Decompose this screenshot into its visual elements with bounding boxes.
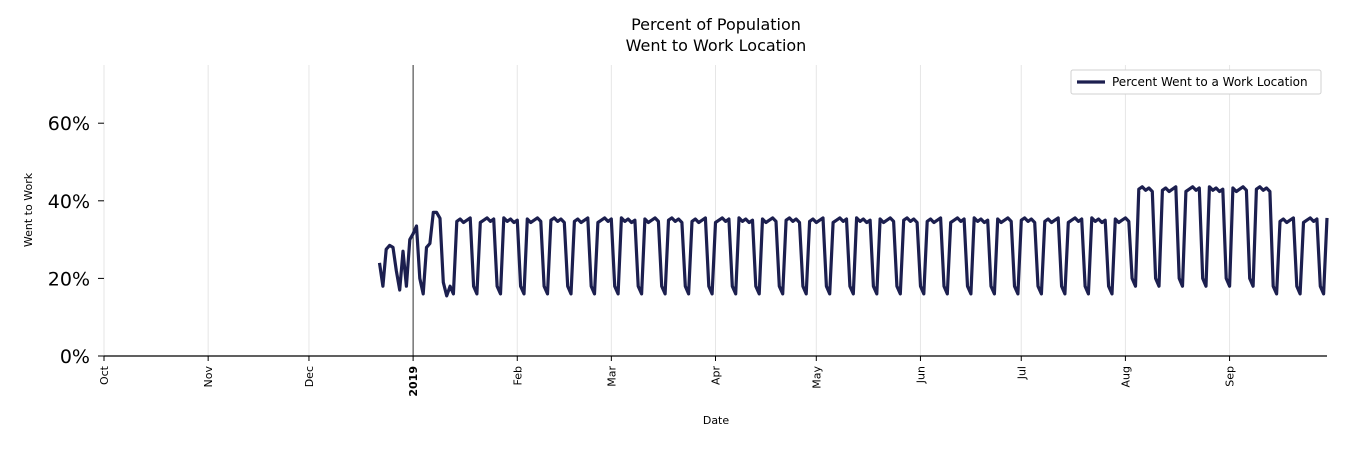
x-tick-label-2019: 2019 [407, 366, 420, 397]
legend: Percent Went to a Work Location [1070, 69, 1322, 95]
chart-title-line-2: Went to Work Location [626, 36, 807, 55]
x-tick-label-apr: Apr [710, 366, 723, 386]
x-tick-label-aug: Aug [1119, 366, 1132, 387]
vertical-gridlines [103, 65, 1231, 356]
y-tick-label: 0% [60, 346, 90, 368]
x-tick-label-feb: Feb [511, 366, 524, 385]
y-axis-label: Went to Work [22, 172, 35, 247]
y-tick-label: 20% [48, 268, 90, 290]
x-tick-label-nov: Nov [202, 366, 215, 388]
legend-box [1070, 69, 1322, 95]
series-line-went-to-work [377, 185, 1329, 298]
chart-title-line-1: Percent of Population [631, 15, 801, 34]
x-tick-label-dec: Dec [303, 366, 316, 387]
x-tick-label-oct: Oct [98, 365, 111, 385]
x-tick-label-mar: Mar [605, 366, 618, 387]
y-tick-label: 60% [48, 113, 90, 135]
x-tick-label-jun: Jun [914, 366, 927, 384]
x-tick-label-sep: Sep [1224, 366, 1237, 387]
x-tick-label-jul: Jul [1015, 366, 1028, 380]
x-tick-label-may: May [810, 366, 823, 389]
x-axis-label: Date [703, 414, 730, 427]
legend-label: Percent Went to a Work Location [1112, 75, 1308, 89]
x-axis-ticks: Oct Nov Dec 2019 Feb Mar Apr May Jun Jul Aug Sep [98, 356, 1237, 397]
y-tick-label: 40% [48, 191, 90, 213]
y-axis-ticks: 0% 20% 40% 60% [48, 113, 104, 368]
